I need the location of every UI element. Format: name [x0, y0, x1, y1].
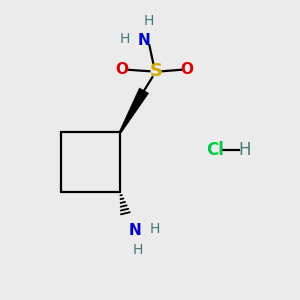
- Text: O: O: [115, 62, 128, 77]
- Text: N: N: [129, 223, 142, 238]
- Text: H: H: [143, 14, 154, 28]
- Text: Cl: Cl: [206, 141, 224, 159]
- Text: H: H: [133, 243, 143, 256]
- Text: H: H: [149, 222, 160, 236]
- Text: H: H: [239, 141, 251, 159]
- Text: S: S: [149, 62, 162, 80]
- Polygon shape: [119, 88, 149, 133]
- Text: N: N: [138, 32, 150, 47]
- Text: O: O: [181, 62, 194, 77]
- Text: H: H: [119, 32, 130, 46]
